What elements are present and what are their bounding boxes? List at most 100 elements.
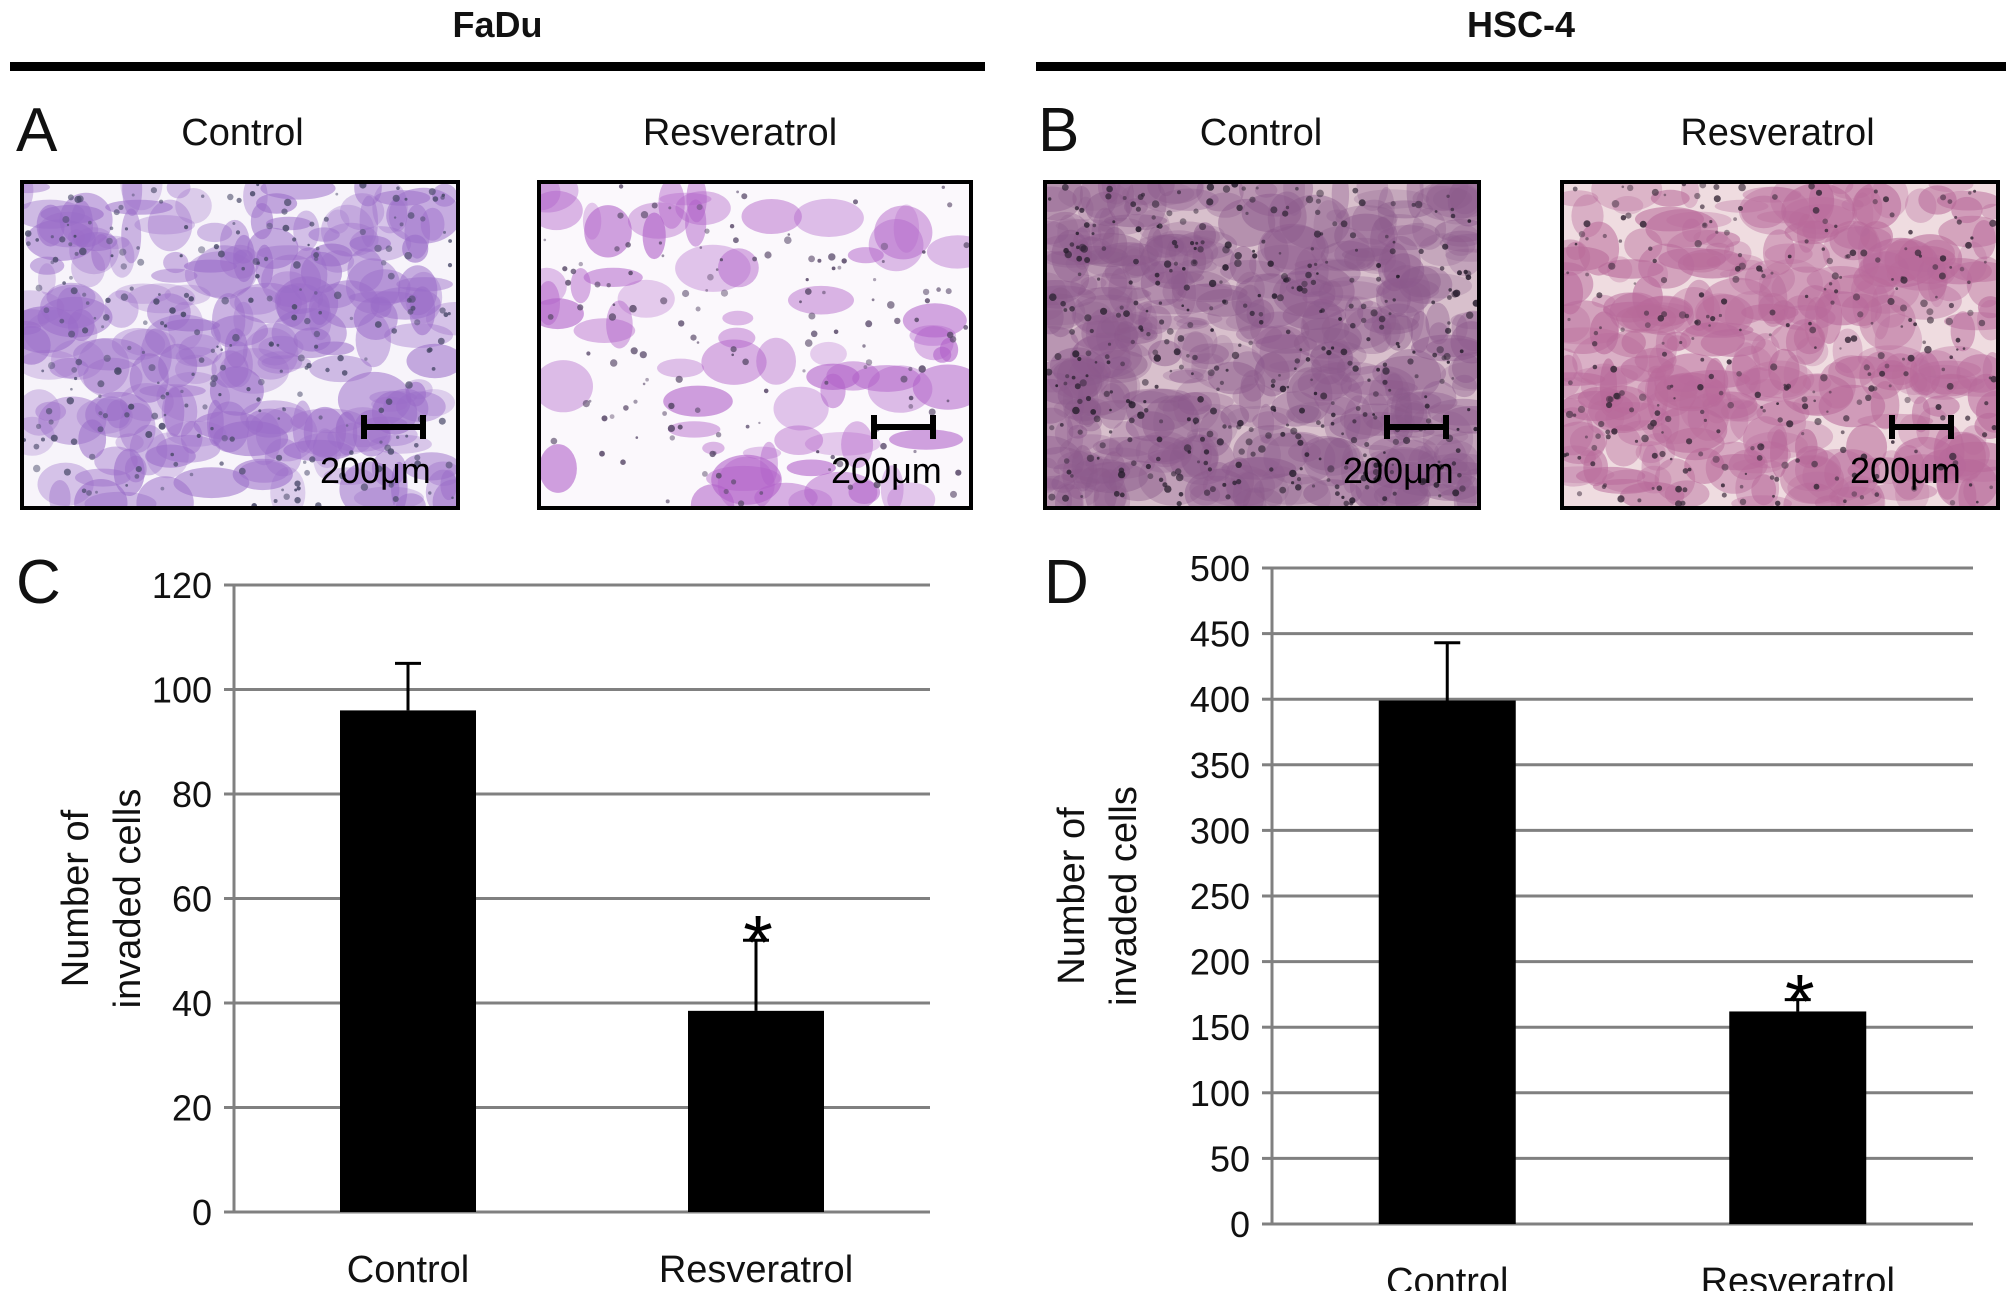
pore-dot [1713,184,1720,190]
pore-dot [145,431,153,438]
pore-dot [451,496,454,500]
pore-dot [865,320,873,328]
cell-blob [880,465,904,506]
pore-dot [1860,453,1868,461]
cell-blob [1343,248,1375,272]
pore-dot [630,347,638,355]
pore-dot [1834,224,1838,228]
pore-dot [1850,335,1858,342]
pore-dot [1446,360,1450,364]
cell-blob [1172,436,1194,460]
cell-blob [1047,475,1100,490]
pore-dot [1316,272,1319,275]
pore-dot [219,461,224,466]
cell-blob [1061,468,1127,485]
pore-dot [315,502,322,506]
pore-dot [1193,422,1197,425]
pore-dot [1783,385,1790,391]
pore-dot [1392,298,1396,302]
pore-dot [1982,432,1988,438]
pore-dot [1584,435,1588,439]
pore-dot [1908,229,1913,235]
pore-dot [1450,213,1456,219]
cell-blob [1288,442,1321,463]
pore-dot [678,320,685,327]
pore-dot [109,226,114,231]
cell-blob [1448,352,1477,390]
pore-dot [1686,438,1693,445]
pore-dot [1578,231,1586,238]
cell-blob [1429,322,1449,345]
pore-dot [189,472,194,477]
pore-dot [180,311,187,318]
cell-blob [1221,457,1297,480]
cell-blob [1138,305,1172,335]
cell-blob [1714,199,1769,213]
cell-blob [1981,203,1996,220]
cell-blob [1741,195,1787,229]
cell-blob [711,454,782,505]
cell-blob [84,491,157,506]
pore-dot [184,225,189,230]
pore-dot [830,454,835,460]
pore-dot [304,317,311,325]
cell-blob [718,248,759,288]
cell-blob [541,267,567,305]
cell-blob [1077,272,1138,324]
cell-blob [1055,483,1083,506]
pore-dot [1389,470,1394,475]
cell-blob [1363,314,1419,335]
pore-dot [1207,369,1215,377]
pore-dot [1222,185,1231,193]
pore-dot [1340,348,1348,356]
pore-dot [1596,292,1603,299]
pore-dot [1822,218,1828,225]
cell-blob [1956,354,1996,393]
pore-dot [291,314,298,321]
cell-blob [121,208,142,264]
cell-blob [1412,186,1473,211]
cell-blob [161,386,198,437]
pore-dot [1293,367,1297,370]
y-tick-label: 100 [1190,1073,1250,1114]
cell-blob [1751,474,1777,506]
pore-dot [1774,476,1780,482]
pore-dot [1164,339,1170,345]
cell-blob [1057,214,1079,251]
pore-dot [1610,365,1618,373]
pore-dot [1063,458,1070,464]
pore-dot [863,365,868,369]
pore-dot [1128,280,1133,285]
pore-dot [414,454,421,461]
pore-dot [1644,322,1651,328]
pore-dot [281,208,288,215]
pore-dot [601,415,608,422]
cell-blob [1434,431,1477,475]
pore-dot [279,369,283,373]
pore-dot [157,381,160,385]
pore-dot [828,253,836,261]
cell-blob [1346,411,1413,451]
pore-dot [805,278,809,282]
pore-dot [1567,317,1571,322]
cell-blob [1303,479,1362,506]
cell-blob [1235,324,1283,344]
pore-dot [52,256,59,263]
pore-dot [1887,297,1895,306]
cell-blob [1966,256,1996,308]
pore-dot [1178,492,1184,497]
cell-blob [1225,313,1259,330]
cell-blob [105,199,173,215]
pore-dot [1285,205,1290,210]
pore-dot [1388,312,1392,316]
cell-blob [1361,392,1389,430]
pore-dot [255,273,260,279]
cell-blob [1376,303,1420,331]
cell-blob [1380,280,1431,314]
cell-blob [1341,444,1359,494]
pore-dot [677,424,683,430]
cell-blob [303,406,347,458]
pore-dot [59,236,66,243]
pore-dot [702,471,708,477]
pore-dot [1085,395,1092,402]
